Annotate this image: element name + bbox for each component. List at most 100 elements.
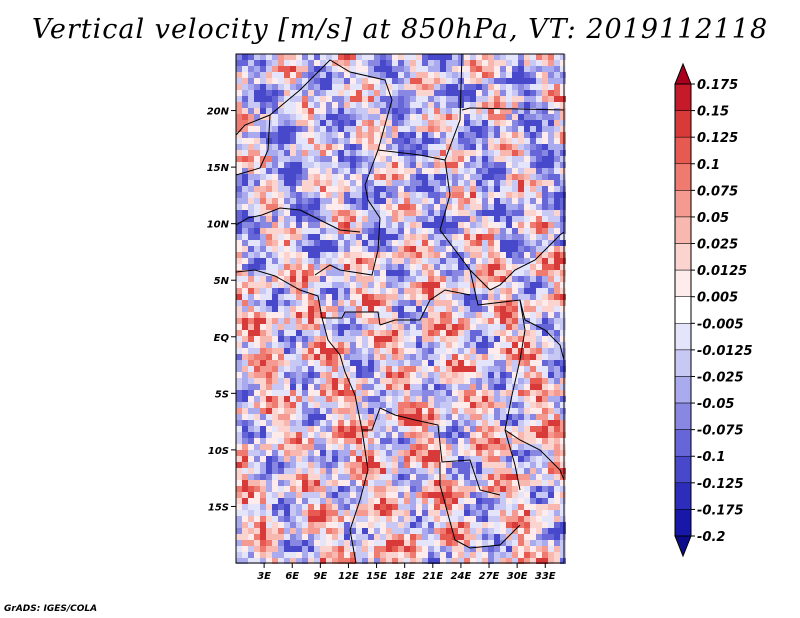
field-cell xyxy=(284,288,290,294)
field-cell xyxy=(290,540,296,546)
field-cell xyxy=(494,420,500,426)
field-cell xyxy=(368,228,374,234)
field-cell xyxy=(452,60,458,66)
field-cell xyxy=(530,558,536,564)
field-cell xyxy=(452,540,458,546)
field-cell xyxy=(266,210,272,216)
field-cell xyxy=(362,66,368,72)
field-cell xyxy=(410,312,416,318)
field-cell xyxy=(338,96,344,102)
field-cell xyxy=(488,192,494,198)
field-cell xyxy=(404,546,410,552)
field-cell xyxy=(236,240,242,246)
field-cell xyxy=(338,276,344,282)
field-cell xyxy=(416,78,422,84)
field-cell xyxy=(500,162,506,168)
field-cell xyxy=(296,528,302,534)
field-cell xyxy=(560,558,566,564)
field-cell xyxy=(458,366,464,372)
field-cell xyxy=(314,360,320,366)
field-cell xyxy=(494,456,500,462)
field-cell xyxy=(350,462,356,468)
field-cell xyxy=(506,180,512,186)
field-cell xyxy=(410,228,416,234)
field-cell xyxy=(236,126,242,132)
field-cell xyxy=(314,420,320,426)
field-cell xyxy=(284,312,290,318)
field-cell xyxy=(284,426,290,432)
field-cell xyxy=(290,372,296,378)
field-cell xyxy=(500,414,506,420)
field-cell xyxy=(374,96,380,102)
field-cell xyxy=(548,438,554,444)
field-cell xyxy=(302,426,308,432)
field-cell xyxy=(278,402,284,408)
field-cell xyxy=(548,72,554,78)
field-cell xyxy=(374,54,380,60)
field-cell xyxy=(356,204,362,210)
field-cell xyxy=(356,342,362,348)
field-cell xyxy=(536,174,542,180)
field-cell xyxy=(242,294,248,300)
field-cell xyxy=(242,132,248,138)
field-cell xyxy=(260,288,266,294)
field-cell xyxy=(290,534,296,540)
lat-tick-label: 15S xyxy=(208,502,229,513)
field-cell xyxy=(548,114,554,120)
field-cell xyxy=(548,510,554,516)
field-cell xyxy=(242,198,248,204)
field-cell xyxy=(524,54,530,60)
field-cell xyxy=(314,372,320,378)
field-cell xyxy=(308,366,314,372)
field-cell xyxy=(248,444,254,450)
field-cell xyxy=(296,486,302,492)
field-cell xyxy=(416,330,422,336)
field-cell xyxy=(440,504,446,510)
field-cell xyxy=(320,108,326,114)
field-cell xyxy=(392,360,398,366)
field-cell xyxy=(494,540,500,546)
field-cell xyxy=(308,240,314,246)
field-cell xyxy=(338,162,344,168)
field-cell xyxy=(290,474,296,480)
field-cell xyxy=(314,90,320,96)
field-cell xyxy=(284,354,290,360)
field-cell xyxy=(494,414,500,420)
field-cell xyxy=(290,450,296,456)
field-cell xyxy=(476,126,482,132)
field-cell xyxy=(464,360,470,366)
field-cell xyxy=(392,324,398,330)
field-cell xyxy=(482,78,488,84)
field-cell xyxy=(440,330,446,336)
field-cell xyxy=(272,180,278,186)
field-cell xyxy=(368,132,374,138)
field-cell xyxy=(458,186,464,192)
field-cell xyxy=(278,306,284,312)
field-cell xyxy=(512,222,518,228)
field-cell xyxy=(404,126,410,132)
field-cell xyxy=(248,504,254,510)
field-cell xyxy=(428,552,434,558)
field-cell xyxy=(260,342,266,348)
field-cell xyxy=(278,552,284,558)
field-cell xyxy=(272,210,278,216)
field-cell xyxy=(296,168,302,174)
field-cell xyxy=(494,144,500,150)
field-cell xyxy=(410,300,416,306)
field-cell xyxy=(464,108,470,114)
field-cell xyxy=(350,372,356,378)
field-cell xyxy=(464,516,470,522)
field-cell xyxy=(434,168,440,174)
field-cell xyxy=(356,384,362,390)
field-cell xyxy=(254,546,260,552)
field-cell xyxy=(482,522,488,528)
field-cell xyxy=(272,474,278,480)
field-cell xyxy=(530,432,536,438)
field-cell xyxy=(248,492,254,498)
field-cell xyxy=(440,180,446,186)
field-cell xyxy=(290,546,296,552)
field-cell xyxy=(254,342,260,348)
field-cell xyxy=(518,228,524,234)
field-cell xyxy=(482,306,488,312)
field-cell xyxy=(560,120,566,126)
